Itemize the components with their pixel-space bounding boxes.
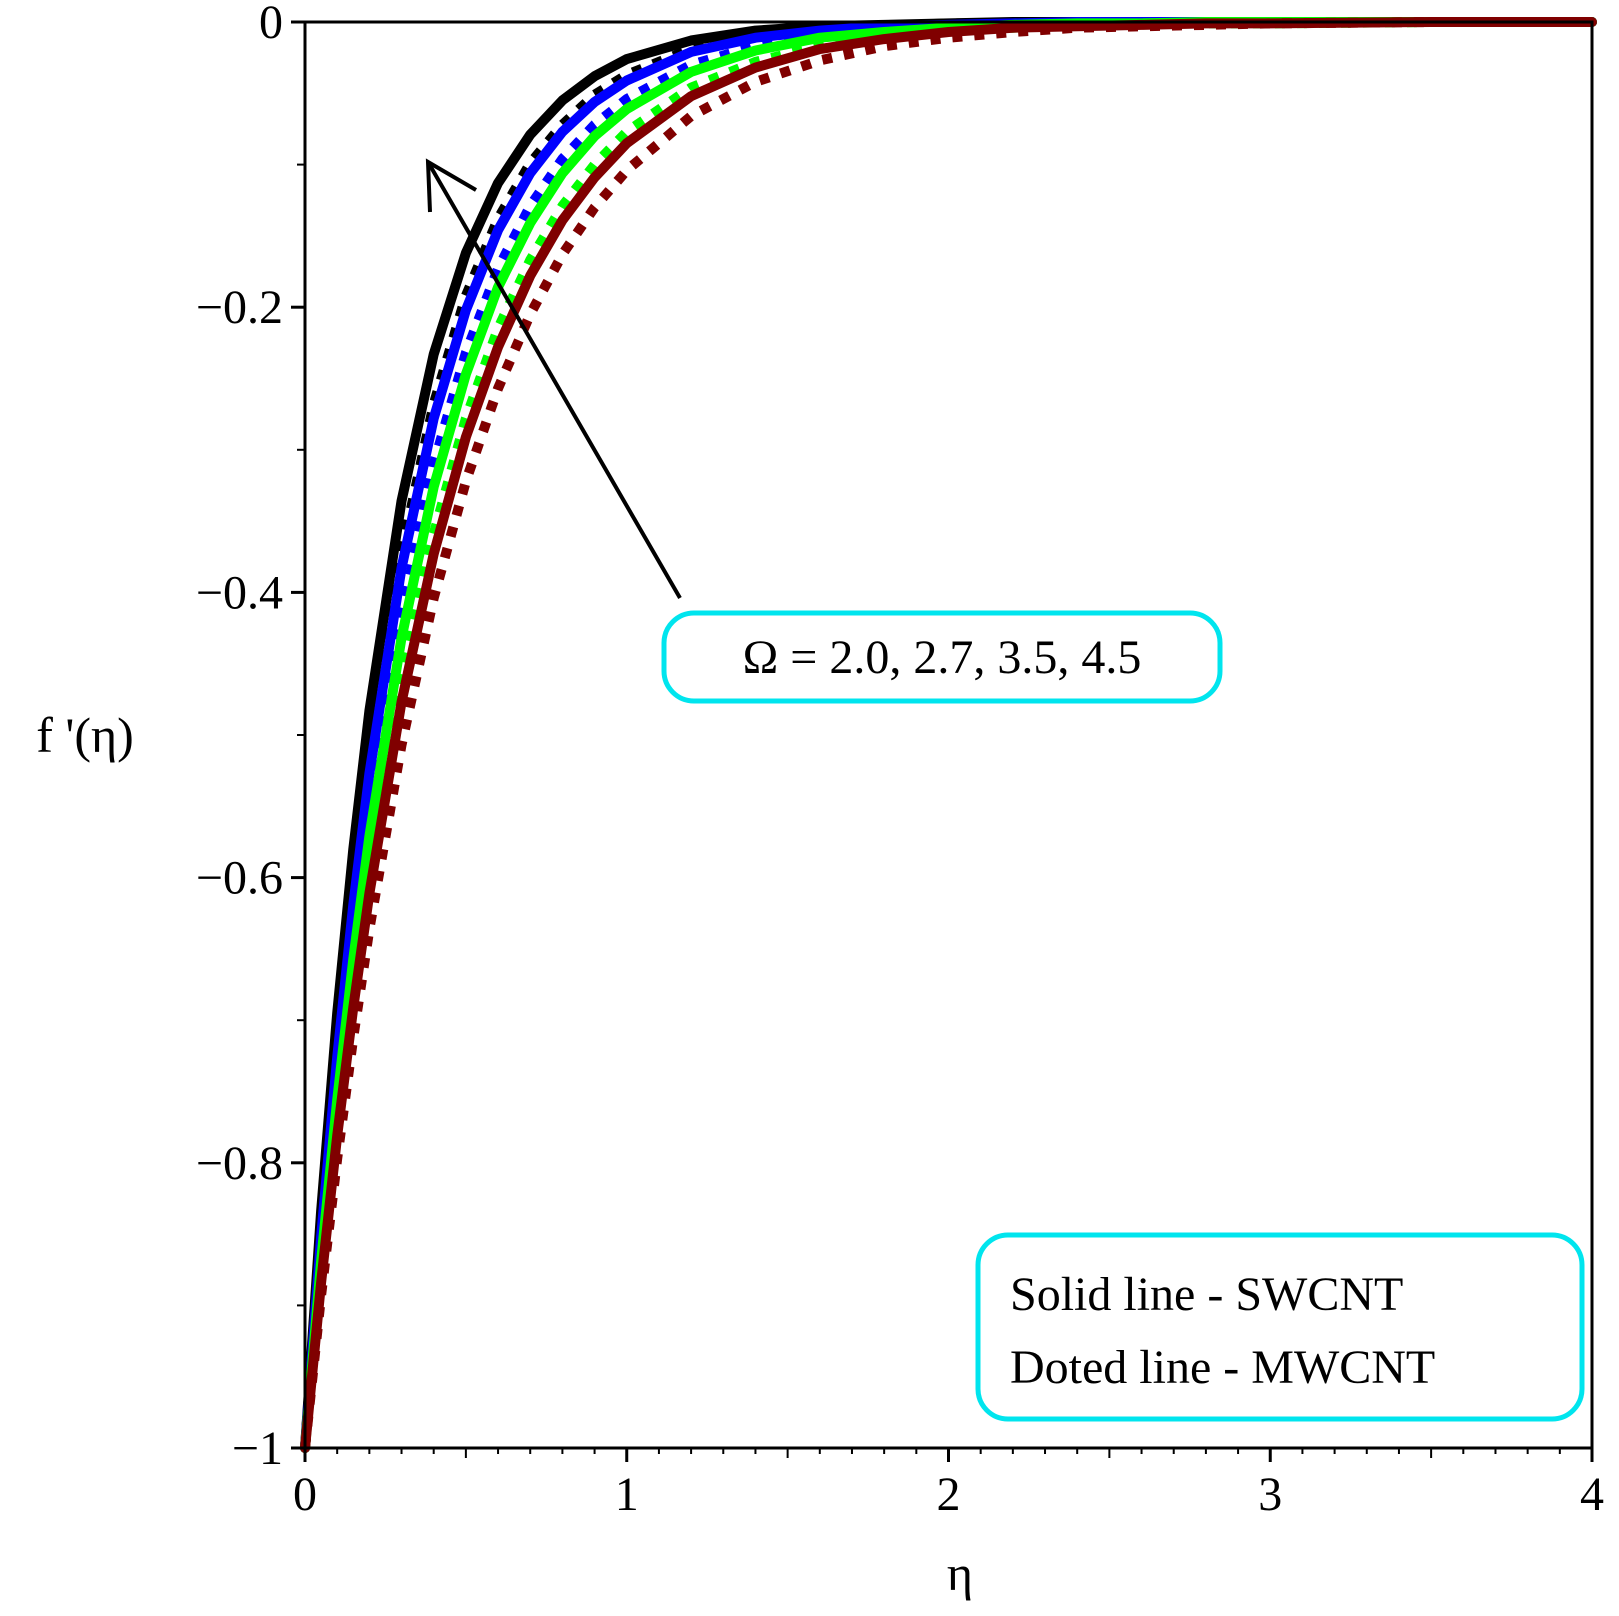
- y-tick-label: 0: [259, 0, 283, 49]
- y-tick-label: −1: [232, 1422, 283, 1475]
- y-tick-label: −0.8: [196, 1137, 283, 1190]
- y-tick-label: −0.6: [196, 852, 283, 905]
- y-tick-label: −0.2: [196, 281, 283, 334]
- legend-box: [975, 1232, 1585, 1422]
- x-tick-label: 1: [615, 1468, 639, 1521]
- y-axis-title: f '(η): [36, 707, 134, 763]
- omega-label-box: [661, 610, 1223, 704]
- x-axis-title: η: [947, 1545, 973, 1601]
- legend-solid-line-text: Solid line - SWCNT: [1010, 1268, 1403, 1321]
- x-tick-label: 3: [1258, 1468, 1282, 1521]
- x-tick-label: 4: [1580, 1468, 1604, 1521]
- legend-dotted-line-text: Doted line - MWCNT: [1010, 1341, 1435, 1394]
- x-tick-label: 0: [293, 1468, 317, 1521]
- legend: Solid line - SWCNT Doted line - MWCNT: [975, 1232, 1585, 1422]
- omega-label: Ω = 2.0, 2.7, 3.5, 4.5: [743, 631, 1142, 684]
- x-tick-label: 2: [937, 1468, 961, 1521]
- increase-arrow-head: [425, 158, 478, 213]
- series-solid-line-4: [300, 17, 1597, 1453]
- omega-annotation: Ω = 2.0, 2.7, 3.5, 4.5: [425, 158, 1223, 704]
- y-tick-label: −0.4: [196, 566, 283, 619]
- axis-layer: 0 1 2 3 4 0 −0.2 −0.4 −0.6 −0.8 −1: [196, 0, 1604, 1521]
- increase-arrow-line: [426, 160, 682, 600]
